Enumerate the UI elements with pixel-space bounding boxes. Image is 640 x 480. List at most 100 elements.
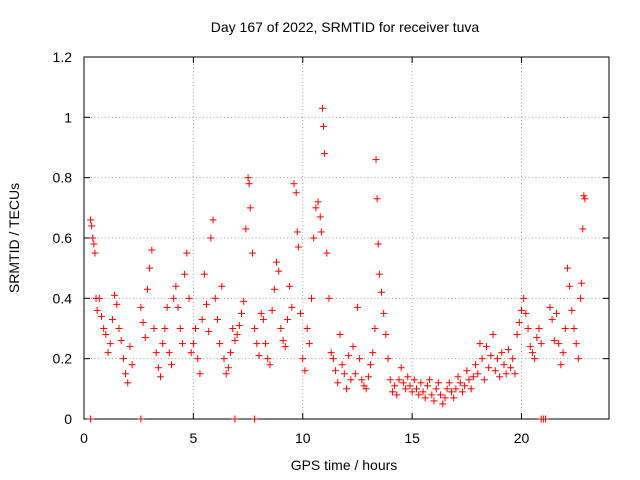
data-point	[159, 340, 167, 348]
data-point	[423, 382, 431, 390]
data-point	[421, 394, 429, 402]
data-point	[102, 331, 110, 339]
data-point	[524, 325, 532, 332]
data-point	[279, 337, 287, 345]
data-point	[183, 249, 191, 257]
data-point	[259, 315, 267, 323]
data-point	[332, 367, 340, 375]
data-point	[245, 180, 253, 188]
data-point	[329, 355, 337, 363]
data-point	[122, 370, 130, 378]
data-point	[364, 373, 372, 381]
data-point	[555, 340, 563, 348]
data-point	[106, 340, 114, 348]
data-point	[443, 385, 451, 393]
data-point	[194, 355, 202, 363]
data-point	[561, 325, 569, 332]
data-point	[318, 104, 326, 112]
data-point	[314, 198, 322, 206]
data-point	[395, 376, 403, 384]
data-point	[413, 385, 420, 393]
x-tick-label: 15	[404, 430, 420, 446]
data-point	[137, 303, 145, 311]
data-point	[305, 340, 313, 348]
data-point	[161, 325, 169, 332]
data-point	[378, 288, 385, 296]
data-point	[356, 355, 364, 363]
y-tick-label: 0.6	[53, 230, 73, 246]
data-point	[301, 367, 309, 375]
x-axis-label: GPS time / hours	[291, 457, 398, 473]
data-point	[353, 303, 361, 311]
data-point	[293, 228, 301, 236]
data-point	[513, 331, 521, 339]
data-point	[553, 309, 560, 317]
data-point	[450, 394, 458, 402]
data-point	[463, 367, 471, 375]
y-axis-label: SRMTID / TECUs	[6, 183, 22, 293]
data-point	[126, 343, 134, 351]
data-point-zero	[251, 415, 259, 423]
data-point	[227, 349, 235, 357]
data-point	[568, 306, 576, 314]
data-point	[100, 325, 108, 332]
data-point	[312, 204, 320, 212]
data-point	[493, 355, 501, 363]
data-point	[417, 379, 425, 387]
y-tick-label: 0.4	[53, 290, 73, 306]
data-point	[408, 388, 416, 396]
data-point	[288, 303, 296, 311]
data-point	[537, 340, 545, 348]
data-points	[87, 104, 589, 423]
data-point	[528, 349, 536, 357]
data-point	[480, 376, 488, 384]
data-point	[216, 340, 224, 348]
data-point	[372, 156, 380, 164]
data-point	[351, 370, 359, 378]
data-point	[157, 373, 165, 381]
data-point	[498, 349, 506, 357]
data-point	[388, 388, 396, 396]
data-point	[203, 300, 210, 308]
data-point-zero	[542, 415, 550, 423]
data-point	[520, 294, 528, 302]
data-point	[515, 318, 523, 326]
data-point-zero	[137, 415, 145, 423]
data-point	[174, 303, 182, 311]
data-point	[456, 379, 464, 387]
data-point	[320, 122, 328, 130]
data-point	[454, 373, 462, 381]
data-point	[518, 306, 525, 314]
data-point	[579, 225, 587, 233]
data-point	[336, 331, 344, 339]
data-point	[577, 294, 585, 302]
data-point	[297, 309, 305, 317]
data-point	[334, 379, 342, 387]
y-tick-label: 0.8	[53, 170, 73, 186]
data-point	[384, 355, 392, 363]
data-point	[349, 343, 357, 351]
data-point	[434, 379, 442, 387]
data-point	[163, 303, 171, 311]
data-point	[343, 385, 350, 393]
data-point	[224, 364, 232, 372]
data-point	[374, 240, 382, 248]
data-point	[268, 306, 276, 314]
data-point	[270, 285, 278, 293]
data-point	[181, 270, 189, 278]
data-point	[124, 379, 132, 387]
data-point	[472, 361, 480, 369]
data-point	[358, 376, 366, 384]
data-point	[557, 361, 565, 369]
data-point	[426, 376, 434, 384]
data-point	[441, 394, 449, 402]
data-point	[511, 370, 519, 378]
data-point	[128, 361, 136, 369]
data-point	[325, 294, 333, 302]
y-tick-label: 1	[64, 109, 72, 125]
x-tick-label: 0	[80, 430, 88, 446]
y-tick-label: 1.2	[53, 49, 73, 65]
data-point	[168, 361, 175, 369]
data-point	[502, 370, 510, 378]
